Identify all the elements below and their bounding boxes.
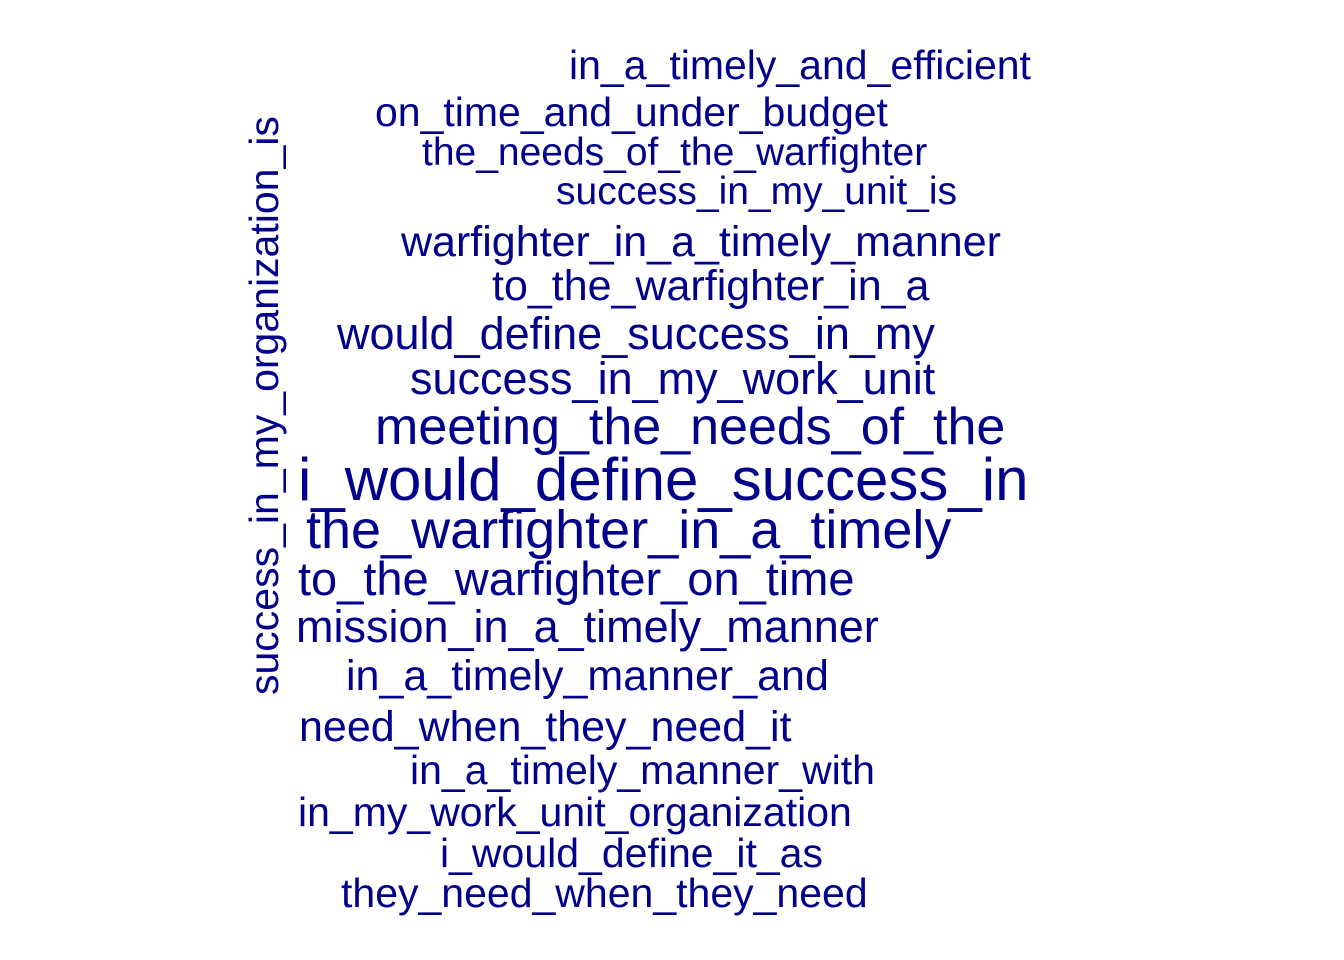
word-the-warfighter-in-a-timely: the_warfighter_in_a_timely [306,500,952,560]
word-in-a-timely-and-efficient: in_a_timely_and_efficient [569,42,1031,88]
word-in-my-work-unit-organization: in_my_work_unit_organization [298,789,852,835]
word-to-the-warfighter-in-a: to_the_warfighter_in_a [492,262,930,310]
word-success-in-my-work-unit: success_in_my_work_unit [410,353,936,404]
word-to-the-warfighter-on-time: to_the_warfighter_on_time [298,552,855,605]
word-i-would-define-it-as: i_would_define_it_as [440,830,823,876]
word-they-need-when-they-need: they_need_when_they_need [341,870,868,916]
word-would-define-success-in-my: would_define_success_in_my [337,308,935,359]
word-success-in-my-organization-is: success_in_my_organization_is [241,116,287,695]
word-in-a-timely-manner-with: in_a_timely_manner_with [410,747,875,793]
word-success-in-my-unit-is: success_in_my_unit_is [556,170,958,213]
word-meeting-the-needs-of-the: meeting_the_needs_of_the [375,398,1006,456]
word-the-needs-of-the-warfighter: the_needs_of_the_warfighter [422,131,928,174]
word-need-when-they-need-it: need_when_they_need_it [299,703,792,751]
word-in-a-timely-manner-and: in_a_timely_manner_and [346,652,829,700]
word-i-would-define-success-in: i_would_define_success_in [298,446,1029,513]
word-on-time-and-under-budget: on_time_and_under_budget [375,89,888,135]
word-mission-in-a-timely-manner: mission_in_a_timely_manner [296,601,879,652]
word-warfighter-in-a-timely-manner: warfighter_in_a_timely_manner [401,218,1001,266]
